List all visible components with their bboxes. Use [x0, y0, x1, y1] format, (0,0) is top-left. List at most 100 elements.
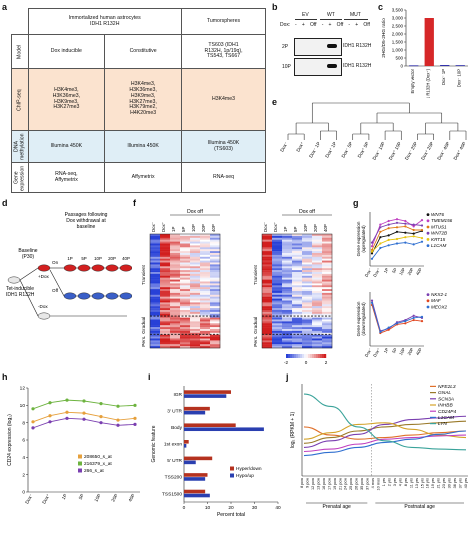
- up-point: [395, 237, 399, 241]
- heatmap-down-cell: [292, 285, 303, 288]
- heatmap-up-doxoff-label: Dox off: [187, 209, 203, 215]
- off-dish: [119, 292, 132, 300]
- up-legend-marker: [426, 231, 430, 235]
- legend-marker: [230, 473, 234, 478]
- heatmap-down-cell: [262, 338, 273, 341]
- heatmap-down-cell: [292, 289, 303, 292]
- heatmap-up-cell: [170, 306, 181, 309]
- heatmap-down-cell: [292, 300, 303, 303]
- heatmap-up-cell: [160, 272, 171, 275]
- heatmap-up-cell: [190, 251, 201, 254]
- heatmap-up-col-label: 1P: [171, 227, 176, 232]
- x-tick-label: 4 yrs: [398, 478, 402, 486]
- heatmap-down-cell: [262, 298, 273, 301]
- heatmap-up-cell: [180, 319, 191, 322]
- up-point: [395, 242, 399, 245]
- gene-curve: [303, 426, 467, 440]
- feature-bar: [184, 440, 189, 444]
- heatmap-up-cell: [170, 254, 181, 257]
- heatmap-down-cell: [322, 306, 333, 309]
- heatmap-down-cell: [292, 237, 303, 240]
- heatmap-up-cell: [180, 258, 191, 261]
- heatmap-up-cell: [200, 311, 211, 314]
- heatmap-down-cell: [302, 256, 313, 259]
- heatmap-up-cell: [190, 285, 201, 288]
- heatmap-down-cell: [282, 249, 293, 252]
- heatmap-up-cell: [180, 289, 191, 292]
- heatmap-down-cell: [302, 241, 313, 244]
- panel-f-heatmaps: Dox⁻ Dox⁺ 1P 5P 10P 20P 40P Dox off Dox⁻ Dox⁺ 1P 5P…: [136, 206, 354, 370]
- heatmap-up-cell: [200, 332, 211, 335]
- up-legend-label: KRT15: [431, 237, 446, 242]
- heatmap-up-cell: [150, 304, 161, 307]
- heatmap-up-cell: [160, 342, 171, 345]
- heatmap-down-col-label: 20P: [313, 224, 318, 232]
- heatmap-down-cell: [282, 287, 293, 290]
- cd24-point: [48, 420, 52, 424]
- heatmap-up-cell: [200, 264, 211, 267]
- legend-marker: [78, 461, 82, 466]
- heatmap-down-cell: [272, 346, 283, 349]
- heatmap-down-cell: [312, 247, 323, 250]
- heatmap-up-cell: [200, 241, 211, 244]
- heatmap-up-cell: [200, 266, 211, 269]
- heatmap-down-cell: [312, 317, 323, 320]
- heatmap-down-cell: [322, 285, 333, 288]
- heatmap-up-cell: [200, 342, 211, 345]
- feature-bar: [184, 493, 210, 498]
- heatmap-down-cell: [302, 270, 313, 273]
- heatmap-down-cell: [272, 323, 283, 326]
- x-tick-label: 37 yrs: [459, 478, 463, 488]
- heatmap-down-cell: [272, 291, 283, 294]
- heatmap-down-cell: [292, 247, 303, 250]
- heatmap-up-cell: [200, 272, 211, 275]
- heatmap-down-cell: [312, 245, 323, 248]
- off-dish: [63, 292, 77, 300]
- heatmap-up-cell: [170, 235, 181, 238]
- heatmap-up-cell: [210, 330, 221, 333]
- heatmap-up-cell: [180, 277, 191, 280]
- heatmap-up-cell: [210, 253, 221, 256]
- x-tick-label: 10 mos: [377, 478, 381, 491]
- legend-label: L1CAM: [438, 415, 454, 421]
- heatmap-down-cell: [322, 234, 333, 237]
- heatmap-down-cell: [282, 304, 293, 307]
- up-point: [404, 231, 407, 234]
- heatmap-up-cell: [180, 298, 191, 301]
- heatmap-down-cell: [282, 346, 293, 349]
- category-label: 3' UTR: [167, 408, 182, 414]
- heatmap-up-cell: [200, 237, 211, 240]
- heatmap-up-cell: [200, 304, 211, 307]
- heatmap-down-cell: [312, 234, 323, 237]
- down-legend-label: NKX2-1: [431, 292, 448, 297]
- heatmap-down-cell: [292, 313, 303, 316]
- x-tick-label: 12 pcw: [311, 478, 315, 490]
- heatmap-up-cell: [180, 285, 191, 288]
- down-x-tick: Dox⁺: [372, 347, 381, 358]
- heatmap-down-cell: [262, 234, 273, 237]
- color-scale-step: [324, 354, 327, 358]
- heatmap-up-cell: [190, 291, 201, 294]
- heatmap-up-cell: [190, 243, 201, 246]
- x-tick-label: 4 mos: [371, 478, 375, 488]
- heatmap-down-cell: [282, 260, 293, 263]
- heatmap-up-cell: [180, 330, 191, 333]
- up-point: [395, 218, 399, 221]
- heatmap-down-cell: [292, 340, 303, 343]
- heatmap-down-cell: [262, 330, 273, 333]
- heatmap-up-cell: [150, 275, 161, 278]
- heatmap-down-cell: [262, 237, 273, 240]
- color-scale-step: [302, 354, 305, 358]
- legend-marker: [78, 454, 82, 459]
- heatmap-down-cell: [312, 258, 323, 261]
- leaf-label: Dox⁻ 1P: [308, 141, 321, 159]
- heatmap-up-cell: [170, 330, 181, 333]
- heatmap-down-cell: [322, 311, 333, 314]
- heatmap-down-cell: [302, 253, 313, 256]
- heatmap-down-cell: [272, 330, 283, 333]
- heatmap-down-cell: [322, 251, 333, 254]
- heatmap-down-cell: [292, 310, 303, 313]
- heatmap-up-cell: [180, 247, 191, 250]
- heatmap-down-cell: [312, 325, 323, 328]
- heatmap-up-cell: [190, 306, 201, 309]
